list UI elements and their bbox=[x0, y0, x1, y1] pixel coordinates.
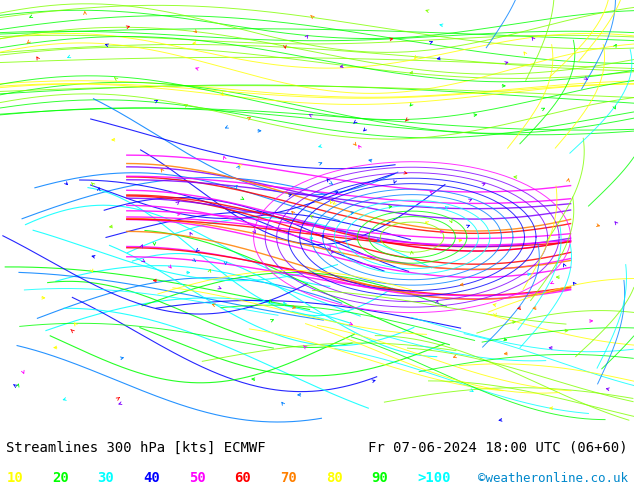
Text: >100: >100 bbox=[417, 471, 451, 485]
Text: Fr 07-06-2024 18:00 UTC (06+60): Fr 07-06-2024 18:00 UTC (06+60) bbox=[368, 441, 628, 455]
Text: 20: 20 bbox=[52, 471, 68, 485]
Text: 70: 70 bbox=[280, 471, 297, 485]
Text: 90: 90 bbox=[372, 471, 388, 485]
Text: 40: 40 bbox=[143, 471, 160, 485]
Text: 60: 60 bbox=[235, 471, 251, 485]
Text: 80: 80 bbox=[326, 471, 342, 485]
Text: 30: 30 bbox=[98, 471, 114, 485]
Text: ©weatheronline.co.uk: ©weatheronline.co.uk bbox=[477, 472, 628, 485]
Text: 50: 50 bbox=[189, 471, 205, 485]
Text: 10: 10 bbox=[6, 471, 23, 485]
Text: Streamlines 300 hPa [kts] ECMWF: Streamlines 300 hPa [kts] ECMWF bbox=[6, 441, 266, 455]
